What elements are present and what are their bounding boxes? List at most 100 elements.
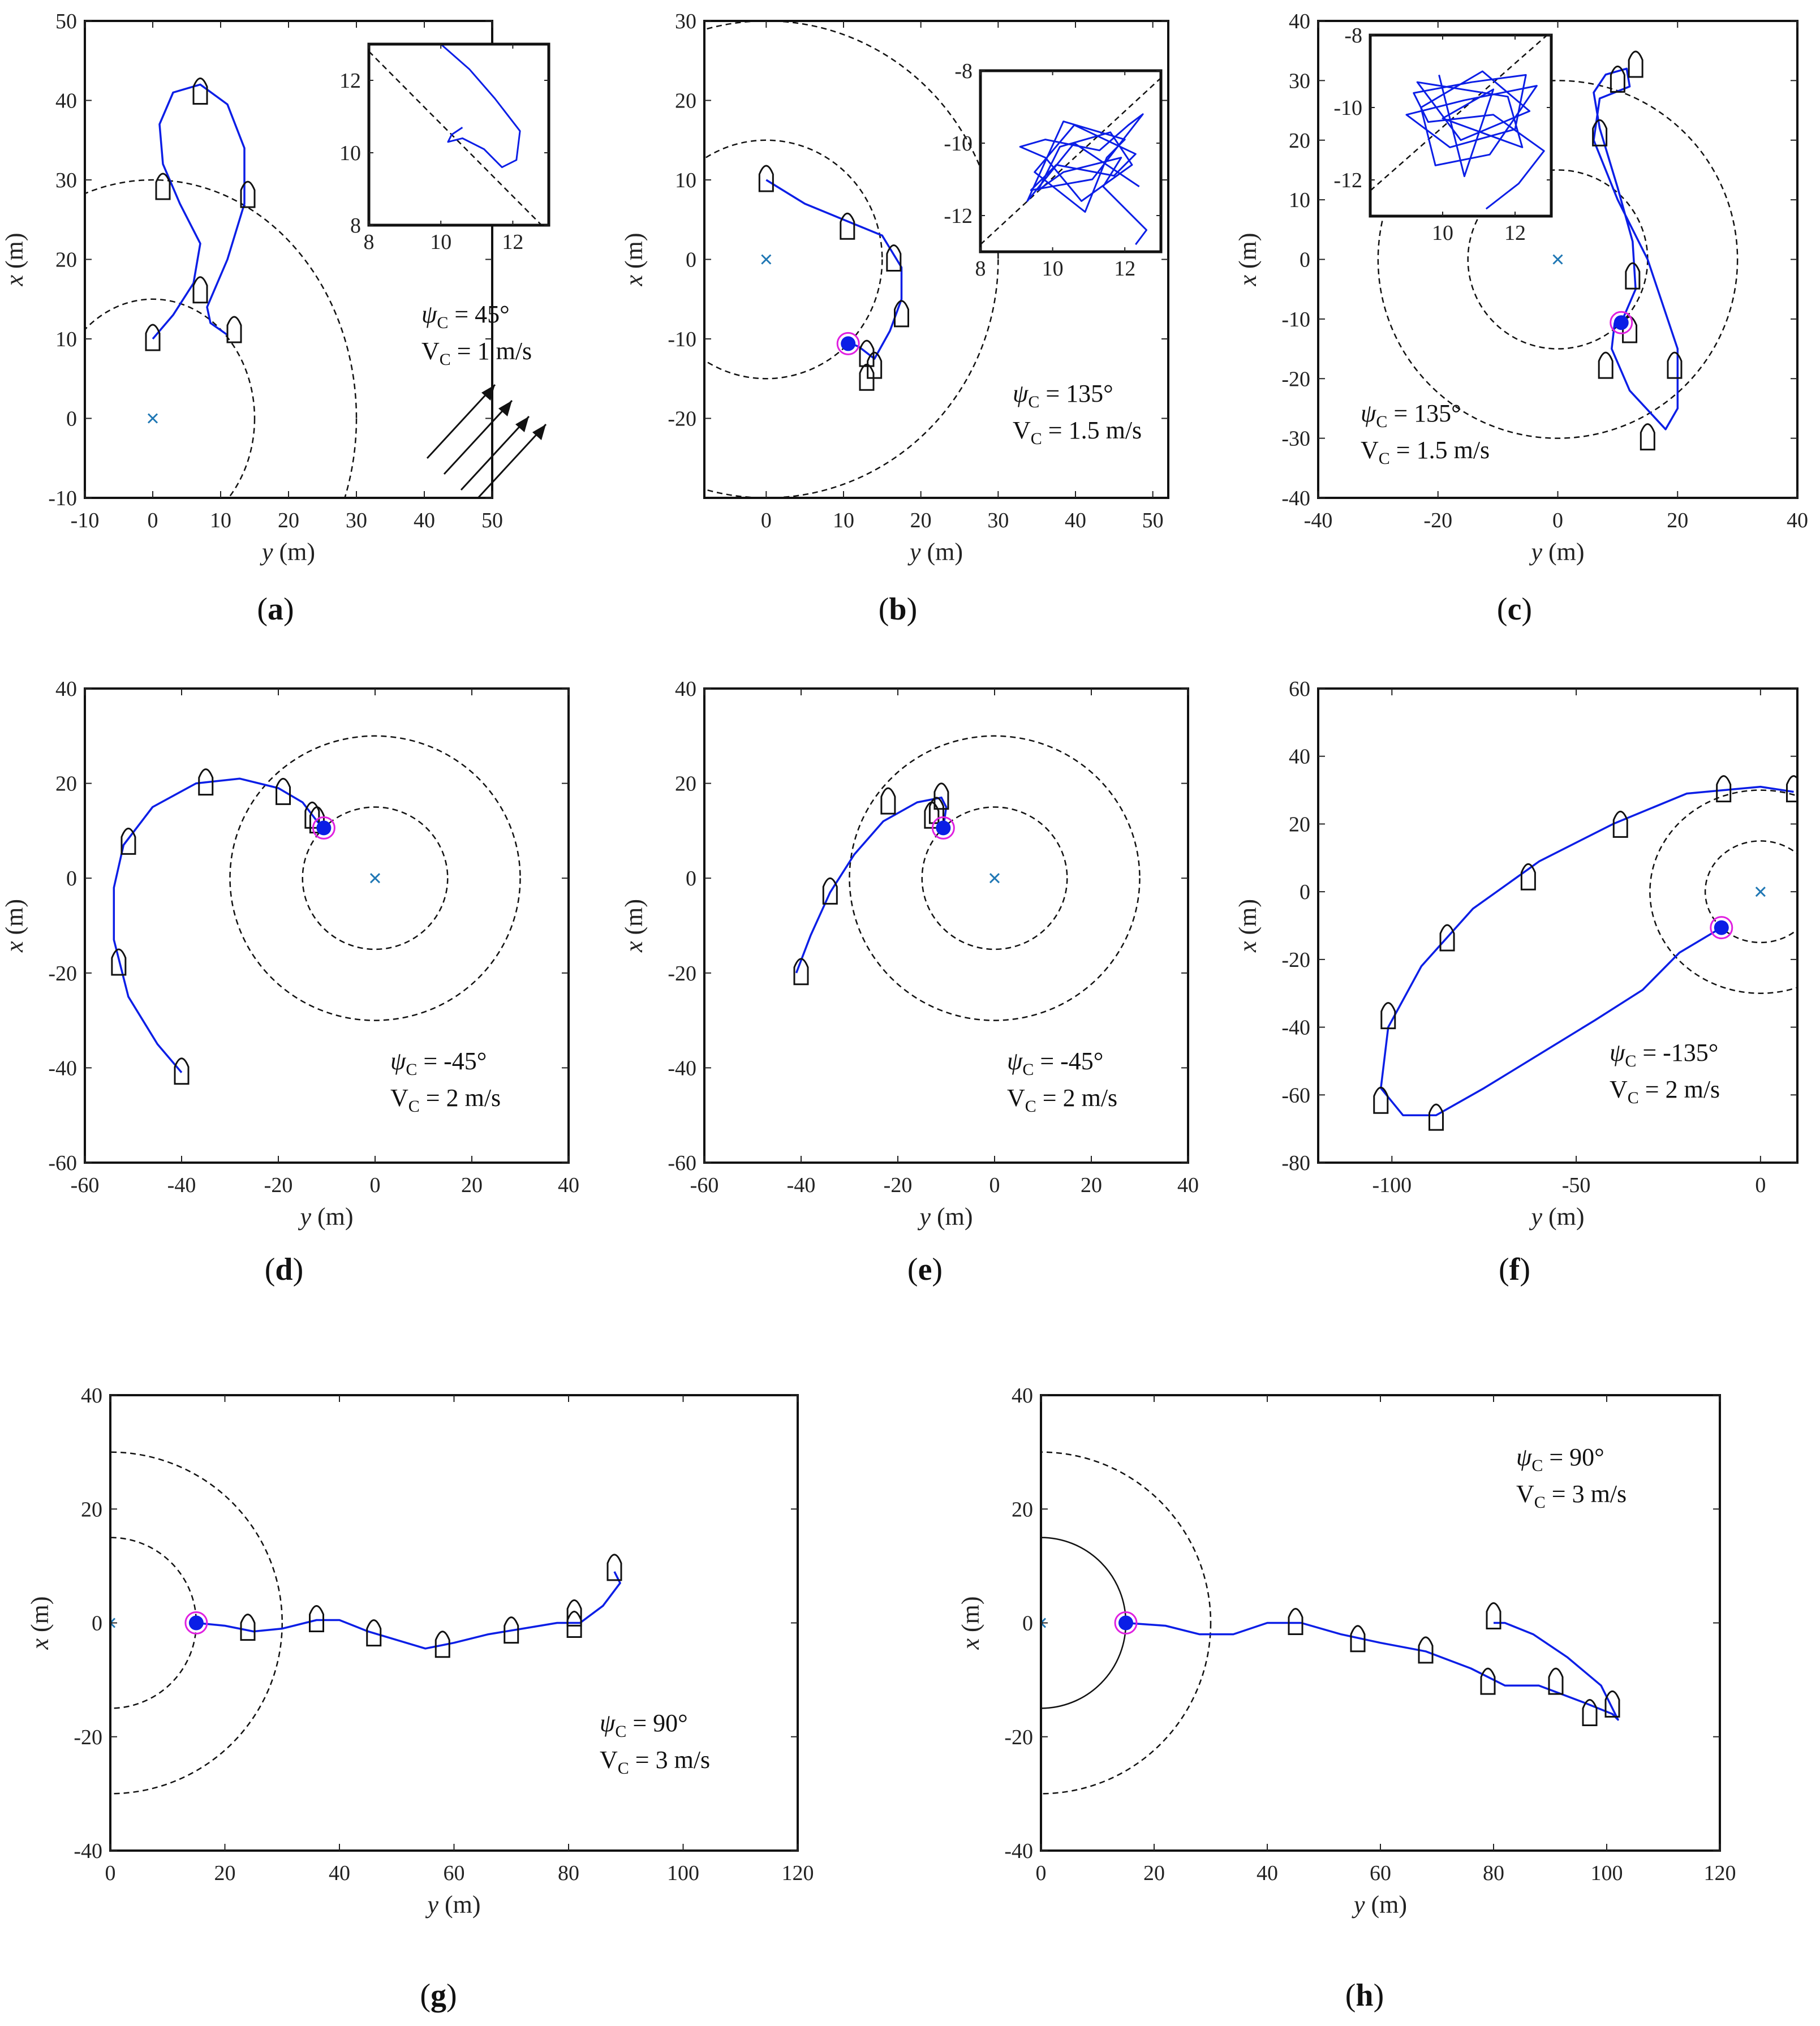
ship-marker — [924, 801, 940, 829]
y-tick-label: 12 — [339, 69, 361, 93]
y-axis-label: x (m) — [1, 899, 28, 953]
panel-e: -60 -40 -20 0 20 40 -60 -40 -20 0 20 40 y (m) x (m) ψC… — [620, 677, 1199, 1287]
ship-marker — [240, 1614, 256, 1641]
y-tick-label: 10 — [1289, 188, 1310, 212]
x-tick-label: -50 — [1562, 1173, 1591, 1197]
plot-area — [111, 735, 521, 1085]
y-tick-label: 40 — [1289, 745, 1310, 769]
ship-marker — [840, 212, 855, 240]
ship-marker — [240, 180, 256, 208]
ship-marker — [1582, 1699, 1598, 1726]
target-circle — [184, 1611, 208, 1634]
plot-area — [793, 735, 1141, 1021]
trajectory-line — [1593, 67, 1679, 431]
x-axis-label: y (m) — [425, 1891, 480, 1919]
y-tick-label: 30 — [1289, 69, 1310, 93]
plot-area — [1373, 775, 1797, 1131]
target-circle — [836, 332, 860, 355]
ship-marker — [145, 324, 161, 351]
origin-marker — [761, 254, 772, 265]
ship-marker — [1380, 1002, 1396, 1030]
ship-marker — [1785, 775, 1797, 803]
origin-marker — [147, 413, 158, 424]
y-tick-label: -10 — [668, 328, 696, 351]
x-axis-label: y (m) — [1529, 538, 1584, 566]
x-tick-label: 40 — [329, 1861, 350, 1885]
x-axis-label: y (m) — [907, 538, 963, 566]
y-tick-label: 0 — [66, 867, 77, 891]
y-tick-label: -40 — [1281, 1016, 1310, 1040]
x-tick-label: 0 — [105, 1861, 116, 1885]
x-tick-label: 100 — [667, 1861, 699, 1885]
ship-marker — [933, 782, 949, 810]
plot-area — [1377, 50, 1739, 451]
x-tick-label: 30 — [346, 509, 367, 532]
current-arrow — [460, 415, 530, 491]
x-tick-label: 30 — [987, 509, 1009, 532]
ship-marker — [822, 877, 838, 905]
y-tick-label: 20 — [675, 89, 696, 113]
x-tick-label: 0 — [370, 1173, 381, 1197]
x-tick-label: 40 — [1257, 1861, 1278, 1885]
x-tick-label: -40 — [787, 1173, 816, 1197]
y-tick-label: -10 — [48, 487, 77, 510]
ship-marker — [1350, 1625, 1366, 1653]
axes-frame — [84, 687, 570, 1164]
annotation-heading: ψC = -45° — [1007, 1047, 1103, 1079]
y-tick-label: -80 — [1281, 1151, 1310, 1175]
y-tick-label: 0 — [686, 867, 696, 891]
ship-marker — [1548, 1667, 1564, 1695]
x-tick-label: 0 — [148, 509, 158, 532]
x-tick-label: 12 — [1504, 221, 1526, 245]
ship-marker — [1418, 1636, 1434, 1664]
x-tick-label: 12 — [1114, 257, 1135, 281]
y-tick-label: -40 — [1004, 1839, 1033, 1863]
annotation-velocity: VC = 1.5 m/s — [1013, 416, 1142, 448]
annotation-heading: ψC = -135° — [1610, 1039, 1718, 1070]
y-tick-label: 0 — [92, 1612, 102, 1636]
current-arrow — [426, 384, 496, 459]
inset-frame — [367, 42, 550, 227]
target-blob — [841, 336, 856, 351]
x-tick-label: 10 — [430, 230, 451, 254]
y-tick-label: -40 — [1281, 487, 1310, 510]
ship-marker — [566, 1611, 582, 1638]
x-tick-label: 20 — [1667, 509, 1688, 532]
y-axis-label: x (m) — [1, 233, 28, 286]
ship-marker — [1667, 351, 1683, 379]
target-circle — [312, 816, 335, 840]
panel-label: (a) — [257, 592, 294, 627]
y-tick-label: -10 — [1281, 308, 1310, 332]
ship-marker — [198, 768, 214, 796]
annotation-heading: ψC = -45° — [390, 1047, 487, 1079]
inset-diagonal — [369, 50, 543, 225]
plot-area — [110, 1451, 622, 1795]
inset-c: 10 12 -12 -10 -8 — [1333, 24, 1553, 245]
x-axis-label: y (m) — [298, 1203, 353, 1231]
x-tick-label: 12 — [502, 230, 523, 254]
dashed-circle — [1704, 840, 1797, 944]
x-axis-label: y (m) — [260, 538, 315, 566]
x-tick-label: 40 — [1065, 509, 1086, 532]
y-tick-label: -40 — [668, 1056, 696, 1080]
x-tick-label: 20 — [1081, 1173, 1102, 1197]
y-axis-label: x (m) — [1234, 899, 1262, 953]
ship-marker — [304, 801, 320, 829]
dashed-circle — [229, 735, 521, 1021]
panel-label: (c) — [1497, 592, 1532, 627]
annotation-heading: ψC = 90° — [1516, 1443, 1604, 1475]
current-arrow — [477, 423, 547, 499]
ship-marker — [1640, 423, 1655, 451]
x-tick-label: -10 — [71, 509, 100, 532]
inset-diagonal — [1370, 35, 1548, 192]
ship-marker — [1486, 1602, 1501, 1629]
panel-label: (e) — [907, 1252, 943, 1287]
y-tick-label: -20 — [1281, 367, 1310, 391]
origin-marker — [989, 873, 1000, 884]
ship-marker — [366, 1619, 382, 1647]
dashed-circle — [1041, 1451, 1212, 1795]
inset-plot-area — [1370, 35, 1548, 210]
dashed-circle — [704, 21, 999, 498]
x-tick-label: -40 — [167, 1173, 196, 1197]
